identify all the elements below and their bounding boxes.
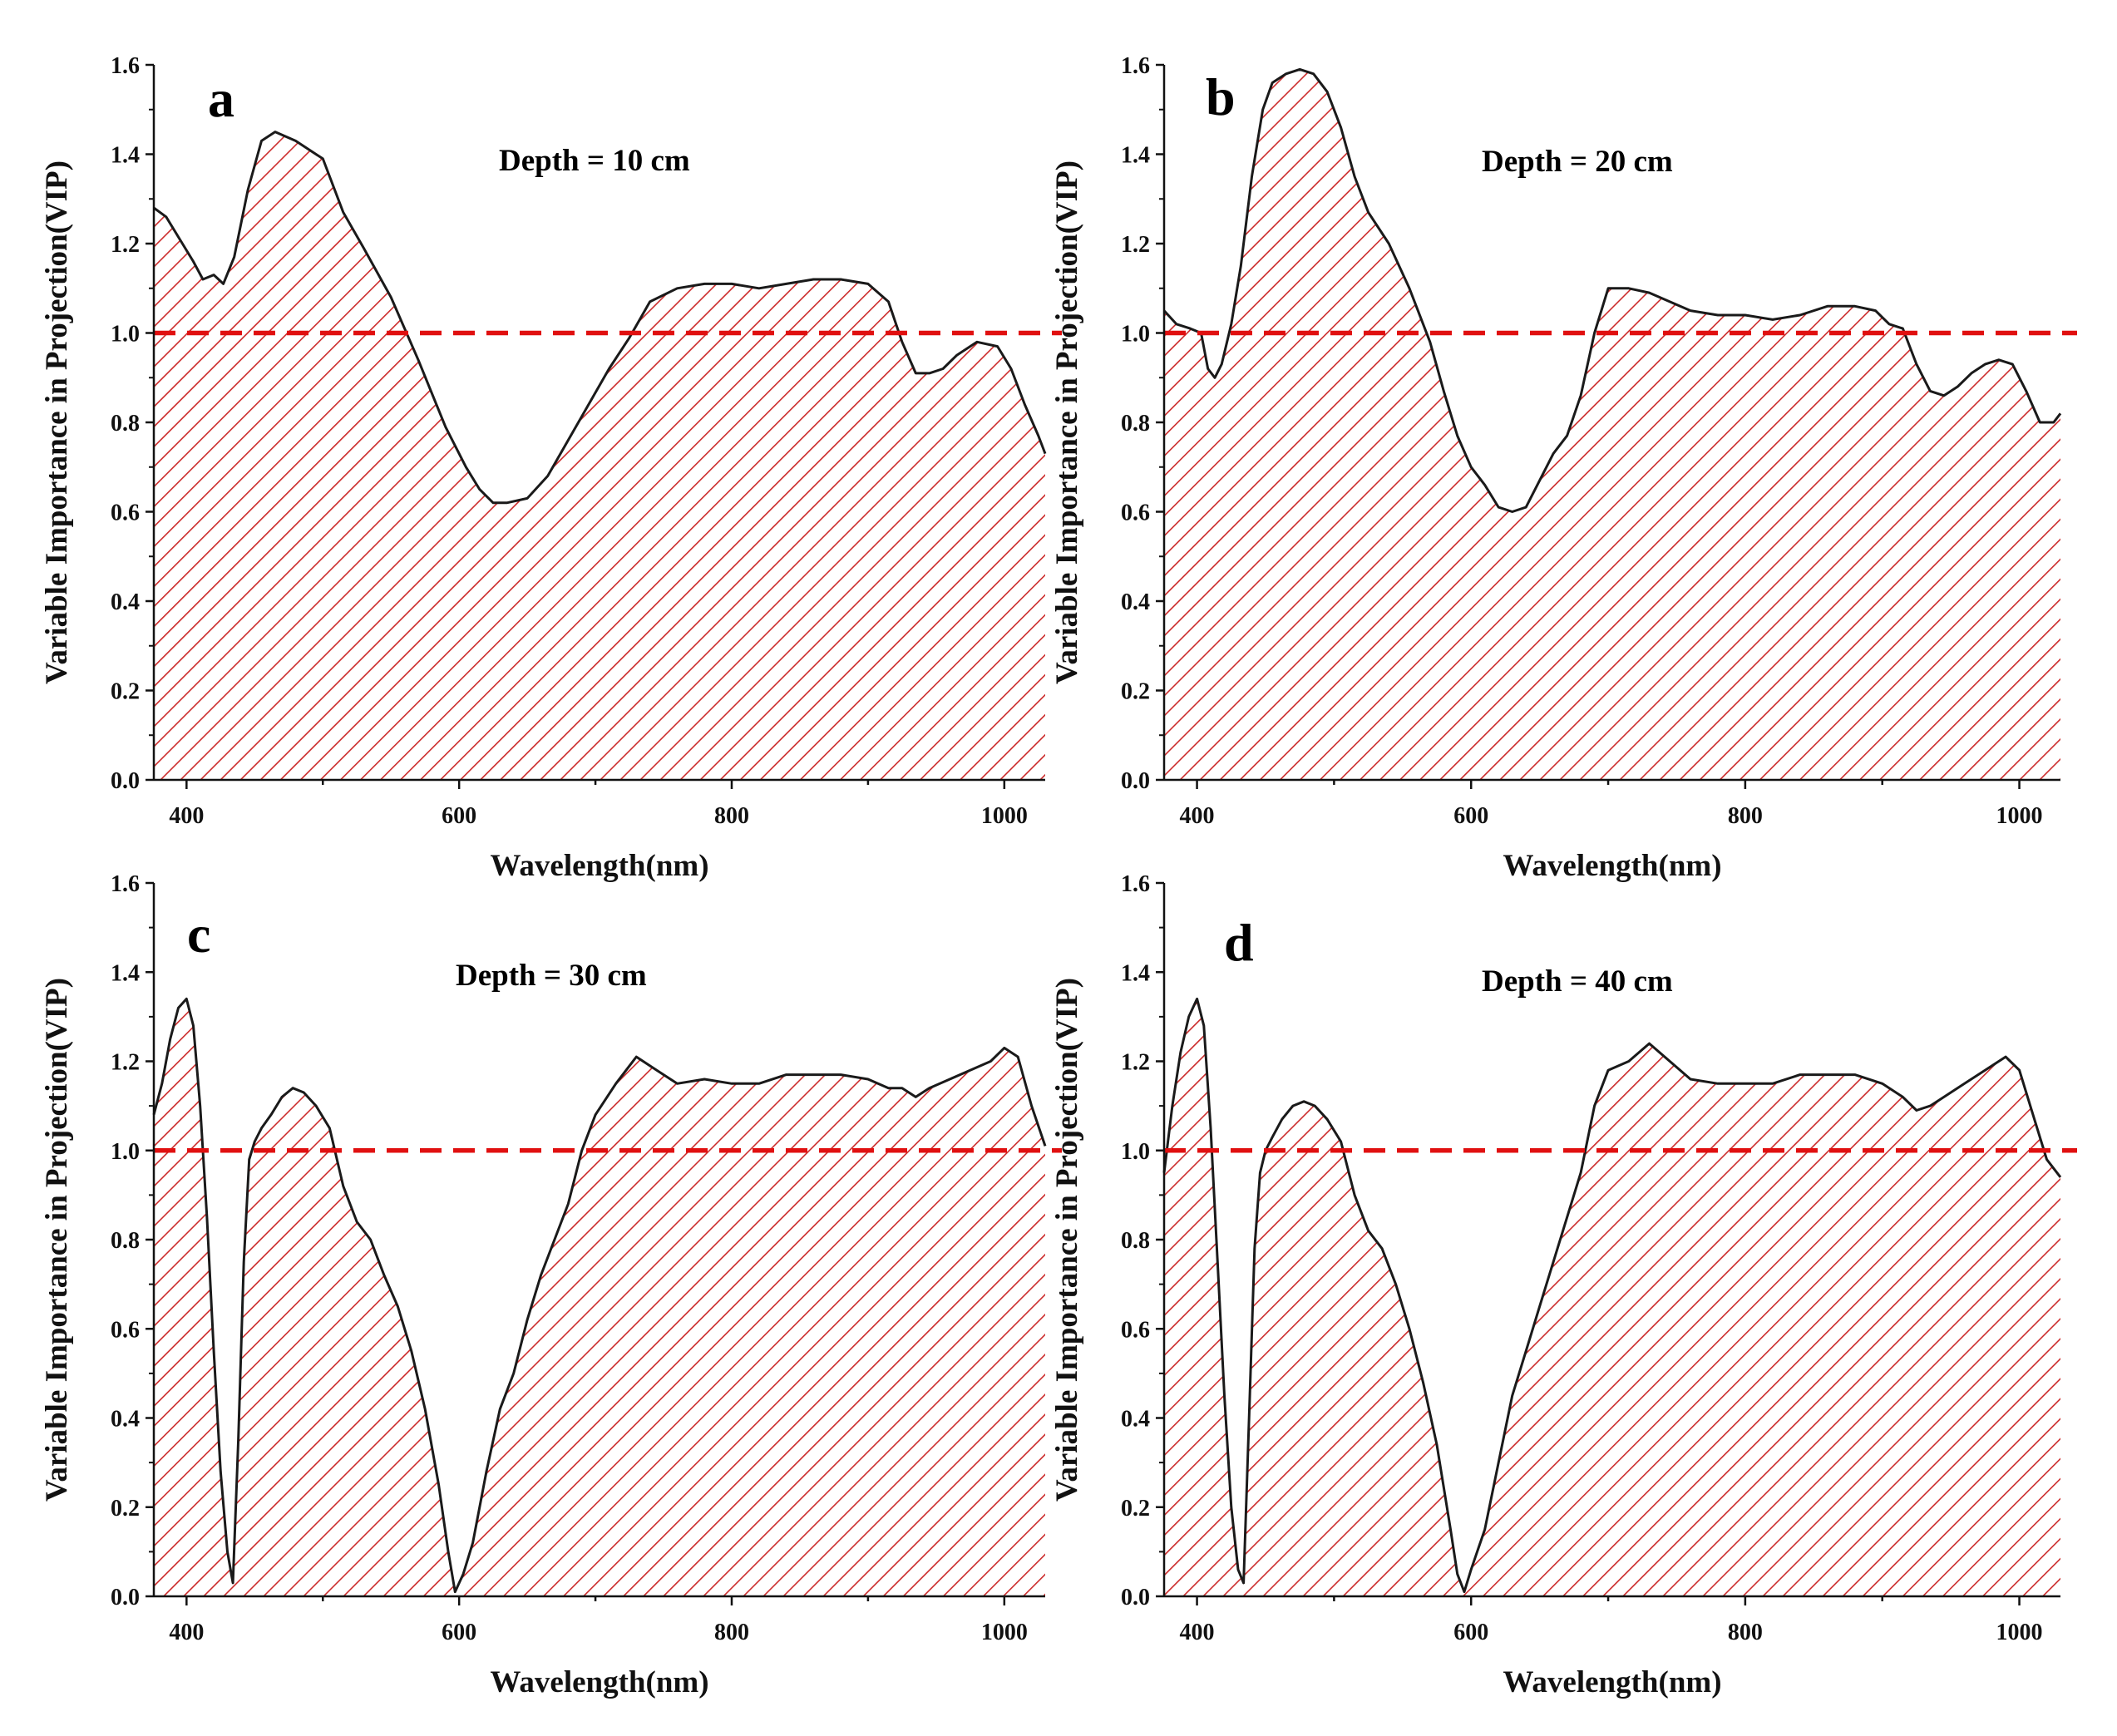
y-tick-label: 1.6: [111, 871, 140, 897]
panel-c: 0.0 0.2 0.4 0.6 0.8 1.0 1.2 1.4 1.6 400 600 800 1000…: [40, 871, 1062, 1699]
y-tick-label: 0.4: [111, 1407, 140, 1433]
x-axis-title: Wavelength(nm): [1503, 849, 1721, 883]
x-tick-label: 400: [169, 1620, 204, 1645]
y-tick-label: 0.8: [111, 1228, 140, 1254]
panel-letter: a: [208, 69, 234, 128]
x-tick-label: 400: [1180, 1620, 1215, 1645]
y-tick-label: 0.0: [1121, 1585, 1150, 1610]
depth-label: Depth = 40 cm: [1482, 964, 1673, 999]
y-tick-label: 1.4: [111, 960, 140, 986]
x-tick-label: 1000: [981, 803, 1028, 829]
x-tick-label: 800: [714, 803, 749, 829]
x-tick-label: 600: [1453, 803, 1488, 829]
panel-letter: d: [1224, 913, 1254, 972]
x-axis-title: Wavelength(nm): [490, 849, 708, 883]
depth-label: Depth = 20 cm: [1482, 145, 1673, 179]
x-tick-label: 600: [442, 1620, 476, 1645]
y-tick-label: 1.2: [1121, 1050, 1150, 1076]
x-tick-label: 800: [1728, 1620, 1763, 1645]
depth-label: Depth = 10 cm: [499, 144, 690, 178]
y-tick-label: 0.0: [111, 1585, 140, 1610]
y-axis-title: Variable Importance in Projection(VIP): [40, 978, 74, 1502]
x-axis-title: Wavelength(nm): [1503, 1665, 1721, 1699]
x-tick-label: 800: [714, 1620, 749, 1645]
y-axis-title: Variable Importance in Projection(VIP): [40, 160, 74, 684]
y-tick-label: 0.4: [1121, 589, 1150, 615]
y-tick-label: 1.2: [1121, 232, 1150, 258]
y-tick-label: 0.6: [1121, 1317, 1150, 1343]
y-tick-label: 1.0: [111, 322, 140, 348]
x-tick-label: 800: [1728, 803, 1763, 829]
vip-curve-line: [153, 131, 1047, 505]
y-tick-label: 0.6: [111, 501, 140, 526]
vip-area-fill: [154, 131, 1045, 781]
y-tick-label: 1.0: [111, 1139, 140, 1165]
y-tick-label: 0.8: [1121, 1228, 1150, 1254]
y-tick-label: 0.2: [111, 1496, 140, 1521]
y-tick-label: 0.2: [1121, 679, 1150, 705]
y-axis-title: Variable Importance in Projection(VIP): [1050, 160, 1084, 684]
y-axis-title: Variable Importance in Projection(VIP): [1050, 978, 1084, 1502]
x-tick-label: 1000: [1996, 803, 2043, 829]
panel-d: 0.0 0.2 0.4 0.6 0.8 1.0 1.2 1.4 1.6 400 600 800 1000…: [1050, 871, 2077, 1699]
vip-area-fill: [154, 999, 1045, 1596]
vip-curve-line: [152, 997, 1047, 1594]
y-tick-label: 0.4: [111, 589, 140, 615]
panel-letter: c: [187, 905, 210, 964]
depth-label: Depth = 30 cm: [456, 959, 647, 993]
y-tick-label: 1.2: [111, 1050, 140, 1076]
y-tick-label: 0.2: [111, 679, 140, 705]
panel-b: 0.0 0.2 0.4 0.6 0.8 1.0 1.2 1.4 1.6 400 600 800 1000…: [1050, 53, 2077, 883]
y-tick-label: 1.0: [1121, 1139, 1150, 1165]
y-tick-label: 1.4: [111, 143, 140, 169]
x-axis-title: Wavelength(nm): [490, 1665, 708, 1699]
y-tick-label: 1.2: [111, 232, 140, 258]
y-tick-label: 1.0: [1121, 322, 1150, 348]
y-tick-label: 1.4: [1121, 143, 1150, 169]
panel-letter: b: [1206, 67, 1236, 126]
x-tick-label: 400: [169, 803, 204, 829]
y-tick-label: 0.0: [1121, 768, 1150, 794]
y-tick-label: 0.0: [111, 768, 140, 794]
panel-a: 0.0 0.2 0.4 0.6 0.8 1.0 1.2 1.4 1.6 400 600 800 1000…: [40, 53, 1062, 883]
vip-curve-line: [1162, 997, 2062, 1594]
y-tick-label: 0.2: [1121, 1496, 1150, 1521]
x-tick-label: 1000: [981, 1620, 1028, 1645]
x-tick-label: 600: [1453, 1620, 1488, 1645]
x-tick-label: 1000: [1996, 1620, 2043, 1645]
y-tick-label: 0.8: [111, 411, 140, 436]
vip-curve-line: [1162, 67, 2062, 513]
y-tick-label: 0.4: [1121, 1407, 1150, 1433]
y-tick-label: 1.4: [1121, 960, 1150, 986]
vip-area-fill: [1164, 999, 2060, 1596]
x-tick-label: 600: [442, 803, 476, 829]
y-tick-label: 1.6: [1121, 53, 1150, 79]
vip-area-fill: [1164, 69, 2060, 780]
x-tick-label: 400: [1180, 803, 1215, 829]
y-tick-label: 1.6: [111, 53, 140, 79]
y-tick-label: 0.6: [1121, 501, 1150, 526]
y-tick-label: 0.6: [111, 1317, 140, 1343]
y-tick-label: 1.6: [1121, 871, 1150, 897]
y-tick-label: 0.8: [1121, 411, 1150, 436]
